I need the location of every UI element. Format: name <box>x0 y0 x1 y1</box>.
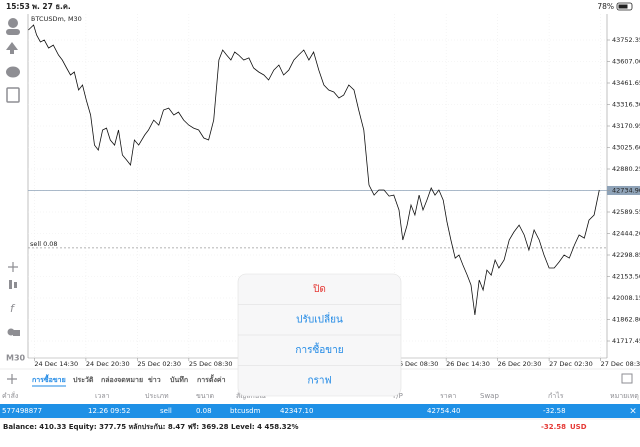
x-tick-label: 25 Dec 02:30 <box>137 360 181 368</box>
column-header: ราคา <box>440 392 456 400</box>
y-tick-label: 42298.85 <box>612 251 640 259</box>
cell: btcusdm <box>230 407 261 415</box>
cell: sell <box>160 407 172 415</box>
column-header: Swap <box>480 392 499 400</box>
chart-title: BTCUSDm, M30 <box>31 15 82 23</box>
selected-row[interactable] <box>0 404 640 418</box>
column-header: หมายเหตุ <box>610 392 639 400</box>
candles-icon[interactable] <box>9 280 12 289</box>
tab[interactable]: กล่องจดหมาย <box>101 376 143 384</box>
status-battery: 78% <box>597 2 614 11</box>
tab[interactable]: บันทึก <box>170 375 188 384</box>
order-line-label: sell 0.08 <box>30 240 58 248</box>
x-tick-label: 27 Dec 08:30 <box>601 360 640 368</box>
bid-price-box <box>607 185 640 195</box>
menu-item[interactable]: ปิด <box>312 284 325 295</box>
tabs: การซื้อขาย ประวัติ กล่องจดหมาย ข่าว บันทึก กา… <box>32 373 226 387</box>
y-tick-label: 43025.60 <box>612 143 640 151</box>
y-tick-label: 42880.25 <box>612 165 640 173</box>
new-order-icon[interactable] <box>6 87 20 103</box>
x-tick-label: 25 Dec 08:30 <box>189 360 233 368</box>
cell: 12.26 09:52 <box>88 407 130 415</box>
timeframe-button[interactable]: M30 <box>6 354 26 363</box>
total-profit: -32.58 <box>541 423 566 431</box>
crosshair-icon[interactable] <box>8 262 18 272</box>
status-time: 15:53 <box>6 2 30 11</box>
tab[interactable]: ประวัติ <box>73 376 94 384</box>
objects-icon[interactable] <box>7 328 15 336</box>
cell: 42347.10 <box>280 407 313 415</box>
balance-summary: Balance: 410.33 Equity: 377.75 หลักประกั… <box>3 423 298 431</box>
menu-item[interactable]: ปรับเปลี่ยน <box>296 312 343 326</box>
y-tick-label: 42444.20 <box>612 229 640 237</box>
layout-icon[interactable] <box>621 373 633 384</box>
status-date: พ. 27 ธ.ค. <box>32 2 71 11</box>
y-tick-label: 43607.00 <box>612 57 640 65</box>
y-tick-label: 42153.50 <box>612 272 640 280</box>
battery-icon <box>616 2 633 11</box>
column-header: เวลา <box>95 392 110 400</box>
account-icon[interactable] <box>8 18 18 28</box>
indicator-icon[interactable]: f <box>10 302 16 315</box>
menu-item[interactable]: การซื้อขาย <box>295 342 343 356</box>
column-header: คำสั่ง <box>2 391 18 400</box>
y-tick-label: 42008.15 <box>612 294 640 302</box>
column-header: กำไร <box>548 391 564 400</box>
battery-level <box>618 4 628 9</box>
y-tick-label: 43170.95 <box>612 122 640 130</box>
left-toolbar: f <box>6 18 20 336</box>
close-order-icon[interactable]: × <box>629 407 637 417</box>
x-tick-label: 26 Dec 20:30 <box>498 360 542 368</box>
menu-item[interactable]: กราฟ <box>307 376 331 387</box>
candles-icon-b <box>14 282 17 288</box>
objects-icon-b <box>13 330 20 336</box>
price-line <box>28 24 600 316</box>
add-icon[interactable] <box>7 374 17 384</box>
x-tick-label: 26 Dec 14:30 <box>446 360 490 368</box>
x-tick-label: 24 Dec 14:30 <box>34 360 78 368</box>
tab[interactable]: การซื้อขาย <box>32 373 66 384</box>
x-tick-label: 26 Dec 08:30 <box>395 360 439 368</box>
trade-table: × คำสั่งเวลาประเภทขนาดสัญลักษณ์T/PราคาSw… <box>0 391 640 418</box>
currency: USD <box>570 423 587 431</box>
y-tick-label: 43316.30 <box>612 100 640 108</box>
cell: 577498877 <box>2 407 42 415</box>
trade-icon[interactable] <box>6 42 18 54</box>
y-tick-label: 41862.80 <box>612 315 640 323</box>
cell: -32.58 <box>543 407 566 415</box>
cell: 0.08 <box>196 407 212 415</box>
tab[interactable]: การตั้งค่า <box>197 373 226 384</box>
column-header: ขนาด <box>196 392 214 400</box>
cell: 42754.40 <box>427 407 460 415</box>
y-tick-label: 42589.55 <box>612 208 640 216</box>
x-tick-label: 27 Dec 02:30 <box>549 360 593 368</box>
y-tick-label: 43752.35 <box>612 36 640 44</box>
x-tick-label: 24 Dec 20:30 <box>86 360 130 368</box>
account-icon-body <box>6 29 20 35</box>
column-header: T/P <box>391 392 403 400</box>
chat-icon[interactable] <box>6 66 20 78</box>
tab[interactable]: ข่าว <box>148 376 161 384</box>
y-tick-label: 41717.45 <box>612 337 640 345</box>
y-tick-label: 43461.65 <box>612 79 640 87</box>
y-tick-label: 42734.90 <box>612 186 640 194</box>
column-header: ประเภท <box>145 392 169 400</box>
